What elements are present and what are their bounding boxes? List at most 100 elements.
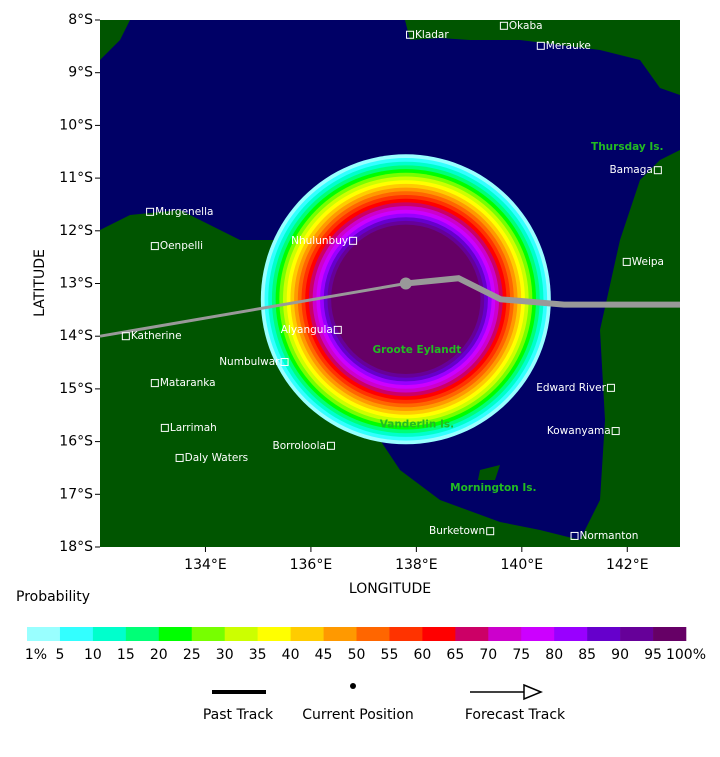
legend-swatch <box>587 627 621 641</box>
legend-label: 5 <box>55 647 64 663</box>
place-label: Mataranka <box>160 377 216 389</box>
legend-label: 70 <box>479 647 497 663</box>
place-label: Bamaga <box>609 164 652 176</box>
legend-swatch <box>224 627 258 641</box>
y-tick-label: 13°S <box>59 276 93 292</box>
legend-label: 90 <box>611 647 629 663</box>
place-label: Burketown <box>429 525 485 537</box>
legend-label: 55 <box>381 647 399 663</box>
forecast-track-key <box>470 683 543 701</box>
legend-label: 80 <box>545 647 563 663</box>
place-marker <box>175 453 184 462</box>
y-tick-label: 9°S <box>68 65 93 81</box>
place-marker <box>653 166 662 175</box>
legend-swatch <box>554 627 588 641</box>
legend-label: 35 <box>249 647 267 663</box>
probability-field <box>260 154 551 445</box>
place-marker <box>146 207 155 216</box>
legend-swatch <box>92 627 127 641</box>
island-label: Groote Eylandt <box>373 344 462 356</box>
place-label: Daly Waters <box>185 452 249 464</box>
place-label: Murgenella <box>155 206 213 218</box>
place-label: Edward River <box>536 382 606 394</box>
legend-swatch <box>620 627 654 641</box>
island-label: Thursday Is. <box>591 141 663 153</box>
legend-label: 40 <box>282 647 300 663</box>
place-marker <box>326 441 335 450</box>
legend-swatch <box>389 627 423 641</box>
place-label: Merauke <box>546 40 591 52</box>
place-marker <box>121 332 130 341</box>
legend-swatch <box>257 627 291 641</box>
place-marker <box>499 21 508 30</box>
legend-swatch <box>455 627 489 641</box>
place-marker <box>406 30 415 39</box>
legend-swatch <box>290 627 324 641</box>
legend-swatch <box>653 627 687 641</box>
legend-label: 65 <box>446 647 464 663</box>
x-tick-label: 136°E <box>290 557 333 573</box>
place-label: Normanton <box>580 530 639 542</box>
y-tick-label: 18°S <box>59 539 93 555</box>
legend-label: 15 <box>117 647 135 663</box>
place-label: Alyangula <box>281 324 333 336</box>
y-tick-label: 8°S <box>68 12 93 28</box>
place-marker <box>333 325 342 334</box>
y-tick-label: 14°S <box>59 328 93 344</box>
legend-label: 75 <box>512 647 530 663</box>
legend-label: 30 <box>216 647 234 663</box>
legend-swatch <box>356 627 390 641</box>
track-label: Forecast Track <box>465 707 566 723</box>
y-tick-label: 10°S <box>59 117 93 133</box>
place-label: Larrimah <box>170 422 217 434</box>
place-label: Weipa <box>632 256 664 268</box>
place-marker <box>606 383 615 392</box>
place-label: Borroloola <box>273 440 326 452</box>
forecast-track <box>405 275 680 308</box>
legend-label: 20 <box>150 647 168 663</box>
place-marker <box>622 257 631 266</box>
current-position-key <box>350 683 356 689</box>
legend-label: 45 <box>315 647 333 663</box>
probability-ring <box>331 224 481 375</box>
y-tick-label: 17°S <box>59 486 93 502</box>
legend-label: 95 <box>644 647 662 663</box>
legend-title: Probability <box>16 589 90 605</box>
legend-label: 100% <box>666 647 706 663</box>
current-position <box>399 277 412 290</box>
legend-label: 25 <box>183 647 201 663</box>
island-label: Vanderlin Is. <box>380 419 454 431</box>
legend-swatch <box>323 627 357 641</box>
y-tick-label: 15°S <box>59 381 93 397</box>
y-tick-label: 12°S <box>59 223 93 239</box>
x-axis-title: LONGITUDE <box>349 581 431 597</box>
place-label: Nhulunbuy <box>291 235 348 247</box>
place-marker <box>349 236 358 245</box>
place-marker <box>150 242 159 251</box>
legend-swatch <box>191 627 225 641</box>
place-marker <box>611 427 620 436</box>
y-tick-label: 11°S <box>59 170 93 186</box>
x-tick-label: 142°E <box>606 557 649 573</box>
track-label: Past Track <box>203 707 274 723</box>
place-label: Numbulwar <box>219 356 280 368</box>
track-label: Current Position <box>302 707 414 723</box>
place-label: Okaba <box>509 20 543 32</box>
island-label: Mornington Is. <box>450 482 536 494</box>
x-tick-label: 140°E <box>501 557 544 573</box>
legend-label: 50 <box>348 647 366 663</box>
legend-swatch <box>27 627 61 641</box>
place-label: Katherine <box>131 330 182 342</box>
place-label: Kladar <box>415 29 449 41</box>
x-tick-label: 134°E <box>184 557 227 573</box>
place-marker <box>536 41 545 50</box>
legend-label: 85 <box>578 647 596 663</box>
place-marker <box>280 358 289 367</box>
x-tick-label: 138°E <box>395 557 438 573</box>
place-marker <box>570 531 579 540</box>
legend-label: 60 <box>413 647 431 663</box>
past-track <box>99 282 407 338</box>
y-tick-label: 16°S <box>59 434 93 450</box>
legend-label: 1% <box>25 647 47 663</box>
